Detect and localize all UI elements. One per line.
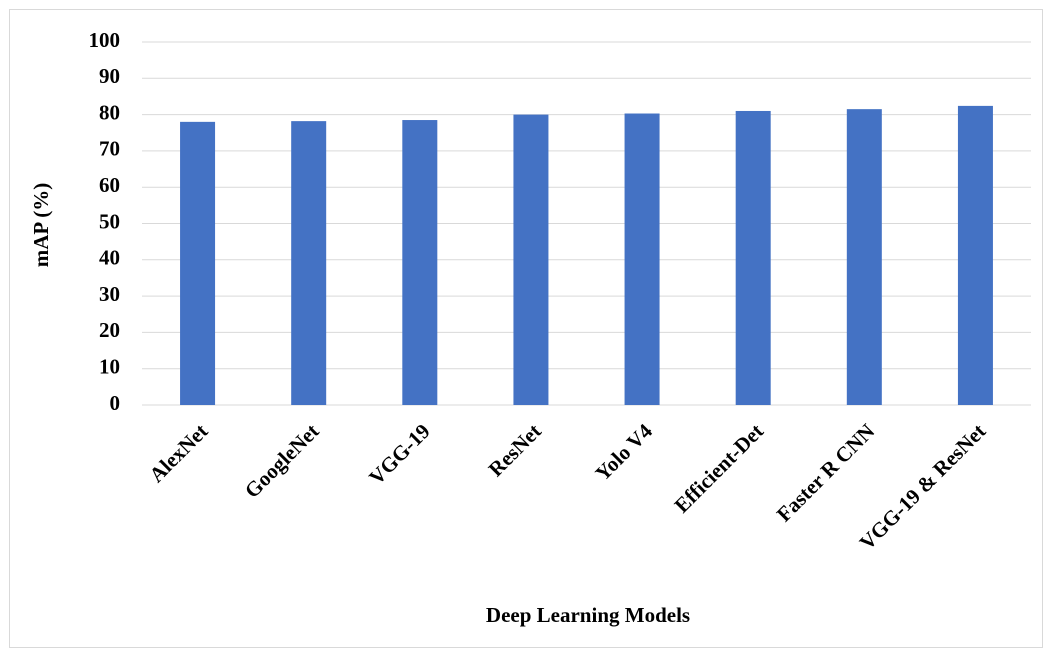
bar: [291, 121, 327, 405]
bar: [402, 120, 438, 406]
y-tick-label: 20: [99, 318, 120, 342]
y-tick-label: 10: [99, 355, 120, 379]
y-tick-label: 60: [99, 173, 120, 197]
y-tick-label: 70: [99, 137, 120, 161]
y-tick-label: 40: [99, 246, 120, 270]
y-tick-label: 90: [99, 64, 120, 88]
bar: [513, 114, 549, 405]
bar: [957, 105, 993, 405]
y-tick-label: 30: [99, 282, 120, 306]
y-tick-label: 80: [99, 100, 120, 124]
bar: [180, 121, 216, 406]
x-axis-title: Deep Learning Models: [486, 603, 690, 627]
bar: [624, 113, 660, 406]
y-tick-label: 50: [99, 209, 120, 233]
y-tick-label: 0: [110, 391, 121, 415]
y-tick-label: 100: [89, 28, 121, 52]
bar: [846, 109, 882, 405]
bar: [735, 110, 771, 405]
y-axis-title: mAP (%): [29, 183, 53, 268]
